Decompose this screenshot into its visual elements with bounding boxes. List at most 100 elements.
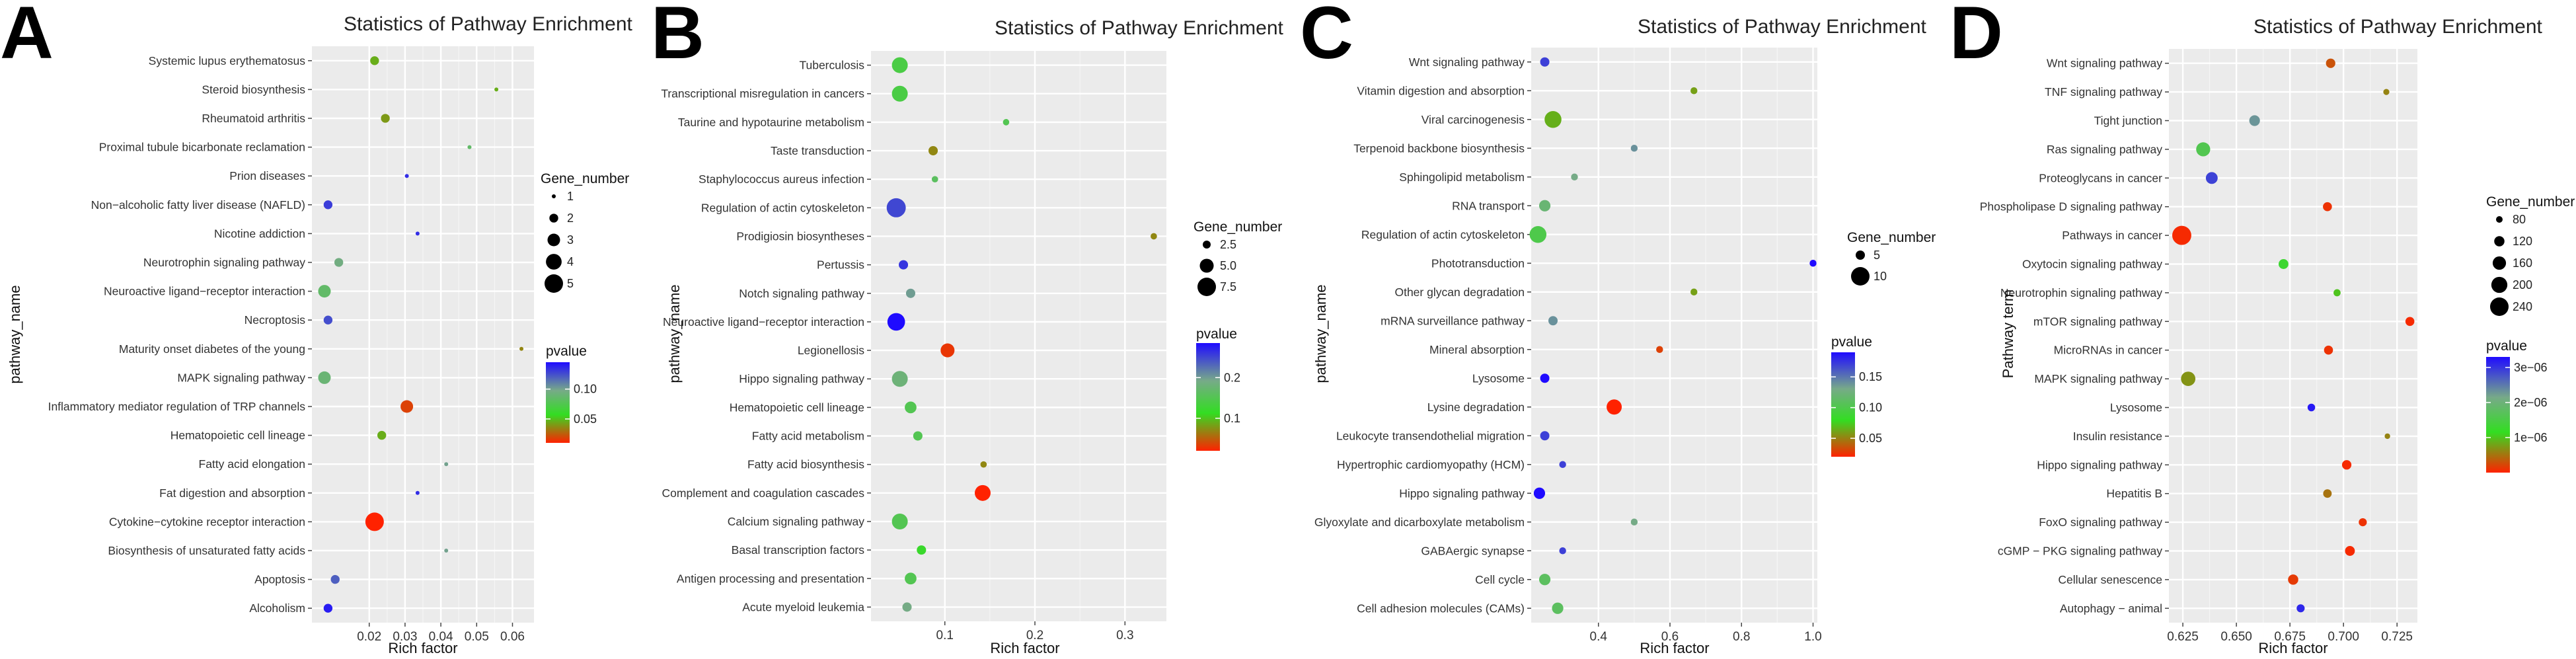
size-legend-key [2492,256,2507,270]
data-point [318,285,331,298]
data-point [467,145,472,149]
data-point [891,57,908,73]
plot-background [2169,49,2417,623]
color-legend-label: 3e−06 [2514,361,2548,374]
y-tick-label: GABAergic synapse [1421,544,1525,557]
y-tick-label: RNA transport [1452,199,1525,212]
x-tick-label: 0.3 [1116,629,1133,642]
data-point [1548,316,1558,326]
y-tick-label: Lysosome [2110,401,2162,414]
y-tick-label: Vitamin digestion and absorption [1357,84,1525,97]
y-tick-label: Pertussis [817,258,864,272]
data-point [519,346,524,351]
y-tick-label: Hippo signaling pathway [1399,486,1525,500]
y-tick-label: Tuberculosis [799,59,864,72]
data-point [365,512,384,531]
data-point [1552,602,1564,614]
data-point [1607,399,1622,415]
y-tick-label: Pathways in cancer [2062,229,2162,242]
plot-background [871,51,1166,621]
data-point [2288,574,2298,585]
data-point [2278,259,2289,269]
y-tick-label: Phospholipase D signaling pathway [1980,200,2163,213]
data-point [2359,518,2367,527]
size-legend-label: 2.5 [1220,238,1236,251]
size-legend-label: 1 [567,190,574,203]
y-tick-label: Systemic lupus erythematosus [149,54,306,67]
data-point [891,371,908,387]
y-tick-label: Transcriptional misregulation in cancers [661,87,864,100]
data-point [415,231,420,236]
data-point [1529,225,1547,243]
y-tick-label: Lysosome [1472,371,1525,385]
y-tick-label: Hematopoietic cell lineage [170,429,305,442]
size-legend-label: 10 [1874,270,1887,283]
data-point [377,430,387,440]
y-tick-label: Cytokine−cytokine receptor interaction [109,515,305,528]
y-tick-label: Hepatitis B [2106,487,2162,500]
size-legend-key [552,194,556,198]
x-tick-label: 0.700 [2328,630,2359,644]
size-legend-label: 160 [2513,256,2532,270]
data-point [323,603,333,613]
y-tick-label: Fatty acid biosynthesis [747,458,864,471]
y-tick-label: Hippo signaling pathway [739,372,864,385]
size-legend-key [2491,276,2508,293]
data-point [905,288,916,298]
y-tick-label: Legionellosis [798,344,864,357]
y-axis-label: pathway_name [666,284,683,383]
plot-background [1531,48,1817,623]
data-point [928,145,938,156]
data-point [318,371,331,384]
data-point [2181,371,2196,386]
x-tick-label: 0.04 [429,630,453,644]
data-point [1538,574,1551,586]
y-tick-label: Regulation of actin cytoskeleton [701,201,864,214]
y-tick-label: Leukocyte transendothelial migration [1336,429,1525,442]
y-tick-label: Hypertrophic cardiomyopathy (HCM) [1337,458,1525,471]
y-tick-label: Other glycan degradation [1394,286,1525,299]
size-legend-key [2494,236,2505,247]
data-point [2324,345,2333,355]
color-legend-title: pvalue [546,344,587,359]
size-legend-label: 5 [567,277,574,290]
y-tick-label: Ras signaling pathway [2047,143,2162,156]
x-tick-label: 0.1 [936,629,954,642]
x-tick-label: 0.725 [2381,630,2413,644]
size-legend-key [546,254,562,270]
y-tick-label: Insulin resistance [2073,430,2162,443]
data-point [330,574,340,584]
chart-title: Statistics of Pathway Enrichment [1638,16,1927,38]
x-tick-label: 0.4 [1590,630,1608,644]
x-axis-label: Rich factor [990,640,1059,656]
size-legend-label: 200 [2513,278,2532,291]
size-legend-label: 4 [567,255,574,268]
data-point [1690,87,1698,95]
data-point [1809,260,1817,267]
chart-panel-b: B Statistics of Pathway Enrichment 0.1 0.2 0… [651,0,1284,656]
color-legend-label: 0.10 [1859,401,1882,414]
data-point [1656,346,1663,353]
size-legend-key [547,233,560,247]
size-legend-label: 80 [2513,213,2526,226]
size-legend-label: 7.5 [1220,280,1236,293]
y-tick-label: Hippo signaling pathway [2037,458,2162,471]
y-tick-label: Regulation of actin cytoskeleton [1361,228,1525,241]
x-tick-label: 0.8 [1733,630,1750,644]
y-tick-label: Fatty acid metabolism [752,430,864,443]
size-legend-key [1856,251,1865,260]
size-legend-label: 5 [1874,249,1880,262]
data-point [1544,110,1562,128]
y-tick-label: Cellular senescence [2058,573,2162,586]
y-tick-label: Complement and coagulation cascades [662,486,865,500]
y-axis-label: pathway_name [1312,284,1329,383]
y-tick-label: MicroRNAs in cancer [2054,344,2163,357]
x-tick-label: 1.0 [1804,630,1821,644]
x-tick-label: 0.06 [500,630,525,644]
y-tick-label: Mineral absorption [1429,343,1525,356]
data-point [415,490,420,495]
y-tick-label: TNF signaling pathway [2045,85,2162,98]
y-tick-label: Nicotine addiction [214,227,305,240]
x-axis-label: Rich factor [2258,640,2328,656]
size-legend-label: 2 [567,212,574,225]
